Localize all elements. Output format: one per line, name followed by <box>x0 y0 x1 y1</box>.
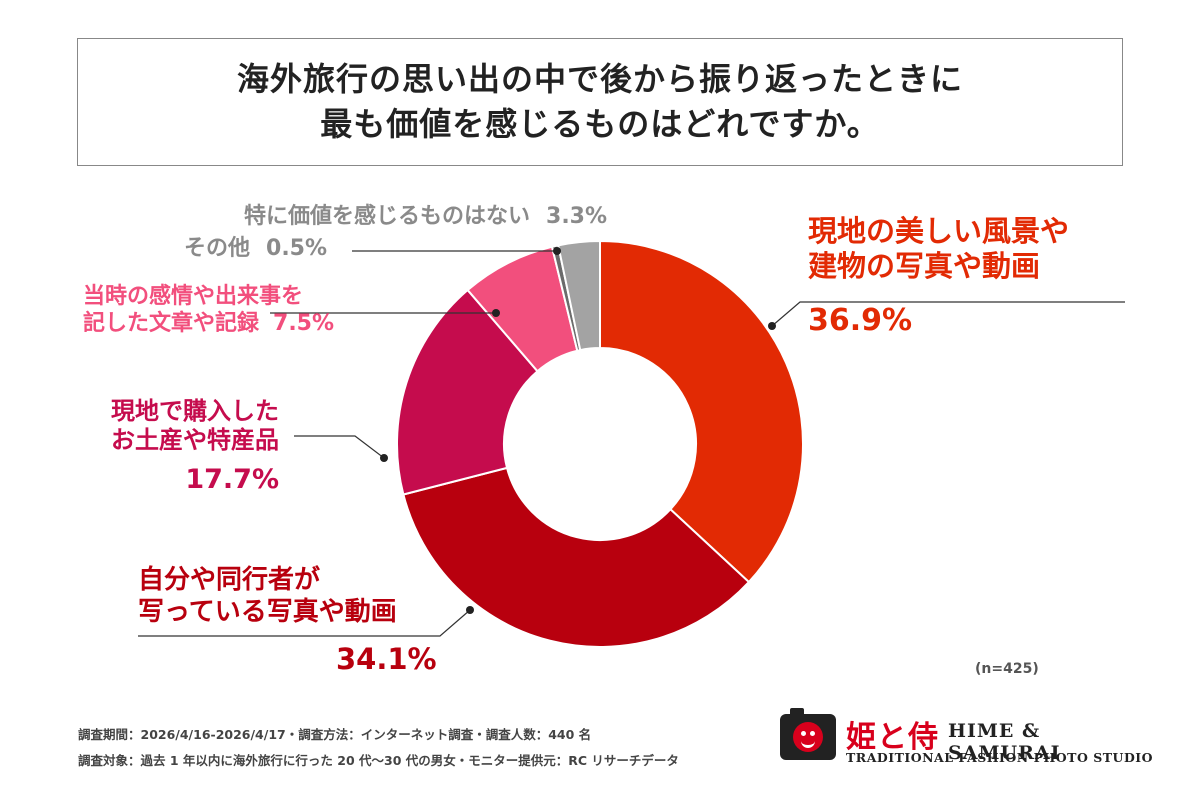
label-people-line-1: 自分や同行者が <box>138 565 321 595</box>
label-scenery: 現地の美しい風景や 建物の写真や動画 36.9% <box>808 214 1069 339</box>
brand-logo: 姫と侍 HIME & SAMURAI TRADITIONAL FASHION P… <box>780 708 1153 768</box>
label-none: 特に価値を感じるものはない 3.3% <box>244 204 607 231</box>
leader-souvenir <box>294 435 385 459</box>
value-record: 7.5% <box>273 310 335 336</box>
label-record: 当時の感情や出来事を 記した文章や記録 7.5% <box>83 284 334 338</box>
label-scenery-line-1: 現地の美しい風景や <box>808 214 1070 248</box>
value-other: 0.5% <box>266 236 328 261</box>
value-scenery: 36.9% <box>808 302 913 338</box>
logo-japanese-name: 姫と侍 <box>846 720 939 755</box>
value-souvenir: 17.7% <box>185 463 279 495</box>
logo-tagline: TRADITIONAL FASHION PHOTO STUDIO <box>846 750 1154 765</box>
title-box: 海外旅行の思い出の中で後から振り返ったときに 最も価値を感じるものはどれですか。 <box>77 38 1123 166</box>
label-souvenir: 現地で購入した お土産や特産品 17.7% <box>93 397 279 496</box>
logo-english-name: HIME & SAMURAI <box>948 720 1061 764</box>
label-people-line-2: 写っている写真や動画 <box>138 596 397 627</box>
slice-scenery <box>599 239 804 584</box>
label-record-line-1: 当時の感情や出来事を <box>83 284 304 309</box>
leader-record-dot <box>492 309 500 317</box>
label-none-text: 特に価値を感じるものはない <box>244 204 531 229</box>
slice-people <box>402 466 751 648</box>
footnote-survey-target: 調査対象：過去 1 年以内に海外旅行に行った 20 代〜30 代の男女・モニター… <box>78 753 679 768</box>
label-record-line-2: 記した文章や記録 <box>83 310 260 336</box>
label-people: 自分や同行者が 写っている写真や動画 34.1% <box>138 565 437 678</box>
chart-title-line-2: 最も価値を感じるものはどれですか。 <box>320 105 880 143</box>
slice-none <box>557 239 601 352</box>
leader-souvenir-dot <box>380 454 388 462</box>
leader-scenery-dot <box>768 322 776 330</box>
smiley-face-icon <box>793 722 823 752</box>
value-people: 34.1% <box>336 642 437 677</box>
label-scenery-line-2: 建物の写真や動画 <box>808 249 1041 284</box>
label-souvenir-line-2: お土産や特産品 <box>111 426 279 455</box>
label-other-text: その他 <box>184 236 251 261</box>
leader-other-dot <box>553 247 561 255</box>
leader-people <box>138 609 471 637</box>
value-none: 3.3% <box>546 204 608 229</box>
footnote-survey-period: 調査期間：2026/4/16-2026/4/17・調査方法：インターネット調査・… <box>78 727 592 742</box>
slice-souvenir <box>396 288 539 496</box>
sample-size: (n=425) <box>975 661 1039 677</box>
chart-title-line-1: 海外旅行の思い出の中で後から振り返ったときに <box>236 60 963 99</box>
label-other: その他 0.5% <box>184 236 327 263</box>
label-souvenir-line-1: 現地で購入した <box>111 397 279 425</box>
leader-people-dot <box>466 606 474 614</box>
leader-scenery <box>771 301 1125 327</box>
camera-icon <box>780 708 836 760</box>
